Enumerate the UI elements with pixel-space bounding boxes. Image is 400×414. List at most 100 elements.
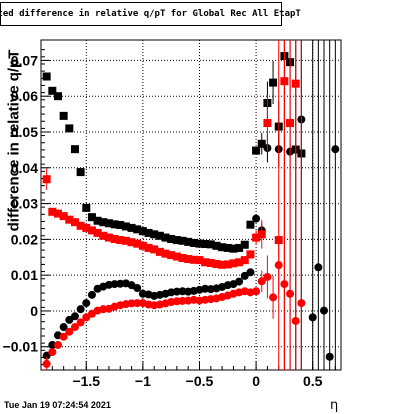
timestamp-footer: Tue Jan 19 07:24:54 2021 — [4, 400, 111, 410]
data-point-square — [48, 86, 57, 95]
data-point-circle — [297, 299, 306, 308]
data-point-circle — [70, 312, 79, 321]
y-axis-label: difference in relative q/pT — [5, 49, 23, 232]
data-point-square — [246, 250, 255, 259]
data-point-square — [167, 251, 176, 260]
data-point-square — [121, 222, 130, 231]
data-point-square — [195, 239, 204, 248]
data-point-square — [70, 218, 79, 227]
data-point-square — [144, 243, 153, 252]
data-point-square — [104, 233, 113, 242]
data-point-square — [269, 78, 278, 87]
data-point-circle — [133, 299, 142, 308]
data-point-circle — [82, 299, 91, 308]
data-point-square — [252, 146, 261, 155]
data-point-circle — [48, 348, 57, 357]
data-point-square — [257, 139, 266, 148]
y-tick-label: 0.05 — [11, 124, 38, 140]
chart-title: Fitted difference in relative q/pT for G… — [0, 9, 301, 19]
data-point-circle — [246, 268, 255, 277]
y-tick-label: 0.07 — [11, 52, 38, 68]
data-point-square — [110, 220, 119, 229]
data-point-square — [59, 111, 68, 120]
data-point-square — [150, 245, 159, 254]
data-point-square — [87, 226, 96, 235]
data-point-circle — [172, 287, 181, 296]
data-point-circle — [178, 287, 187, 296]
data-point-square — [127, 238, 136, 247]
data-point-circle — [133, 284, 142, 293]
data-point-square — [138, 227, 147, 236]
data-point-square — [189, 238, 198, 247]
data-point-square — [59, 212, 68, 221]
data-point-circle — [59, 323, 68, 332]
data-point-circle — [48, 340, 57, 349]
data-point-square — [184, 255, 193, 264]
data-point-square — [53, 92, 62, 101]
data-point-circle — [70, 323, 79, 332]
data-point-circle — [110, 280, 119, 289]
data-point-circle — [59, 332, 68, 341]
data-point-square — [257, 230, 266, 239]
data-point-square — [65, 215, 74, 224]
data-point-square — [212, 241, 221, 250]
data-point-circle — [257, 277, 266, 286]
data-point-square — [229, 244, 238, 253]
y-tick-label: 0.03 — [11, 196, 38, 212]
data-point-circle — [320, 306, 329, 315]
x-tick-label: −1 — [135, 373, 151, 389]
y-tick-label: −0.01 — [3, 339, 39, 355]
data-point-circle — [87, 290, 96, 299]
data-point-square — [161, 233, 170, 242]
series-1 — [42, 40, 340, 370]
x-tick-label: −0.5 — [186, 373, 214, 389]
title-box: Fitted difference in relative q/pT for G… — [0, 2, 301, 26]
data-point-square — [65, 124, 74, 133]
data-point-square — [76, 221, 85, 230]
data-point-square — [150, 230, 159, 239]
data-point-circle — [331, 145, 340, 154]
data-point-square — [127, 223, 136, 232]
data-point-circle — [280, 280, 289, 289]
data-point-circle — [308, 313, 317, 322]
y-tick-label: 0 — [30, 303, 38, 319]
data-point-square — [223, 243, 232, 252]
data-point-square — [116, 236, 125, 245]
data-point-circle — [172, 297, 181, 306]
data-point-square — [155, 231, 164, 240]
data-point-square — [133, 239, 142, 248]
data-point-circle — [178, 296, 187, 305]
data-point-square — [116, 221, 125, 230]
data-point-square — [240, 256, 249, 265]
data-point-square — [82, 223, 91, 232]
data-point-square — [246, 220, 255, 229]
data-point-circle — [269, 293, 278, 302]
data-point-square — [263, 119, 272, 128]
data-point-square — [104, 219, 113, 228]
data-point-circle — [116, 279, 125, 288]
data-point-square — [229, 259, 238, 268]
data-point-square — [99, 231, 108, 240]
x-axis-label: η — [330, 398, 339, 413]
data-point-circle — [274, 261, 283, 270]
y-tick-labels: −0.01 0 0.01 0.02 0.03 0.04 0.05 0.06 0.07 — [3, 52, 39, 354]
data-point-square — [212, 260, 221, 269]
data-point-circle — [201, 284, 210, 293]
data-point-circle — [76, 305, 85, 314]
data-point-circle — [99, 305, 108, 314]
data-point-square — [201, 240, 210, 249]
data-point-square — [235, 258, 244, 267]
data-point-square — [184, 237, 193, 246]
data-point-circle — [127, 299, 136, 308]
data-point-circle — [263, 272, 272, 281]
y-tick-label: 0.02 — [11, 231, 38, 247]
data-point-square — [93, 228, 102, 237]
x-tick-labels: −1.5 −1 −0.5 0 0.5 — [72, 373, 322, 389]
data-point-square — [235, 243, 244, 252]
data-point-circle — [76, 318, 85, 327]
data-point-square — [195, 256, 204, 265]
data-point-square — [138, 241, 147, 250]
data-point-square — [206, 240, 215, 249]
data-point-square — [252, 233, 261, 242]
